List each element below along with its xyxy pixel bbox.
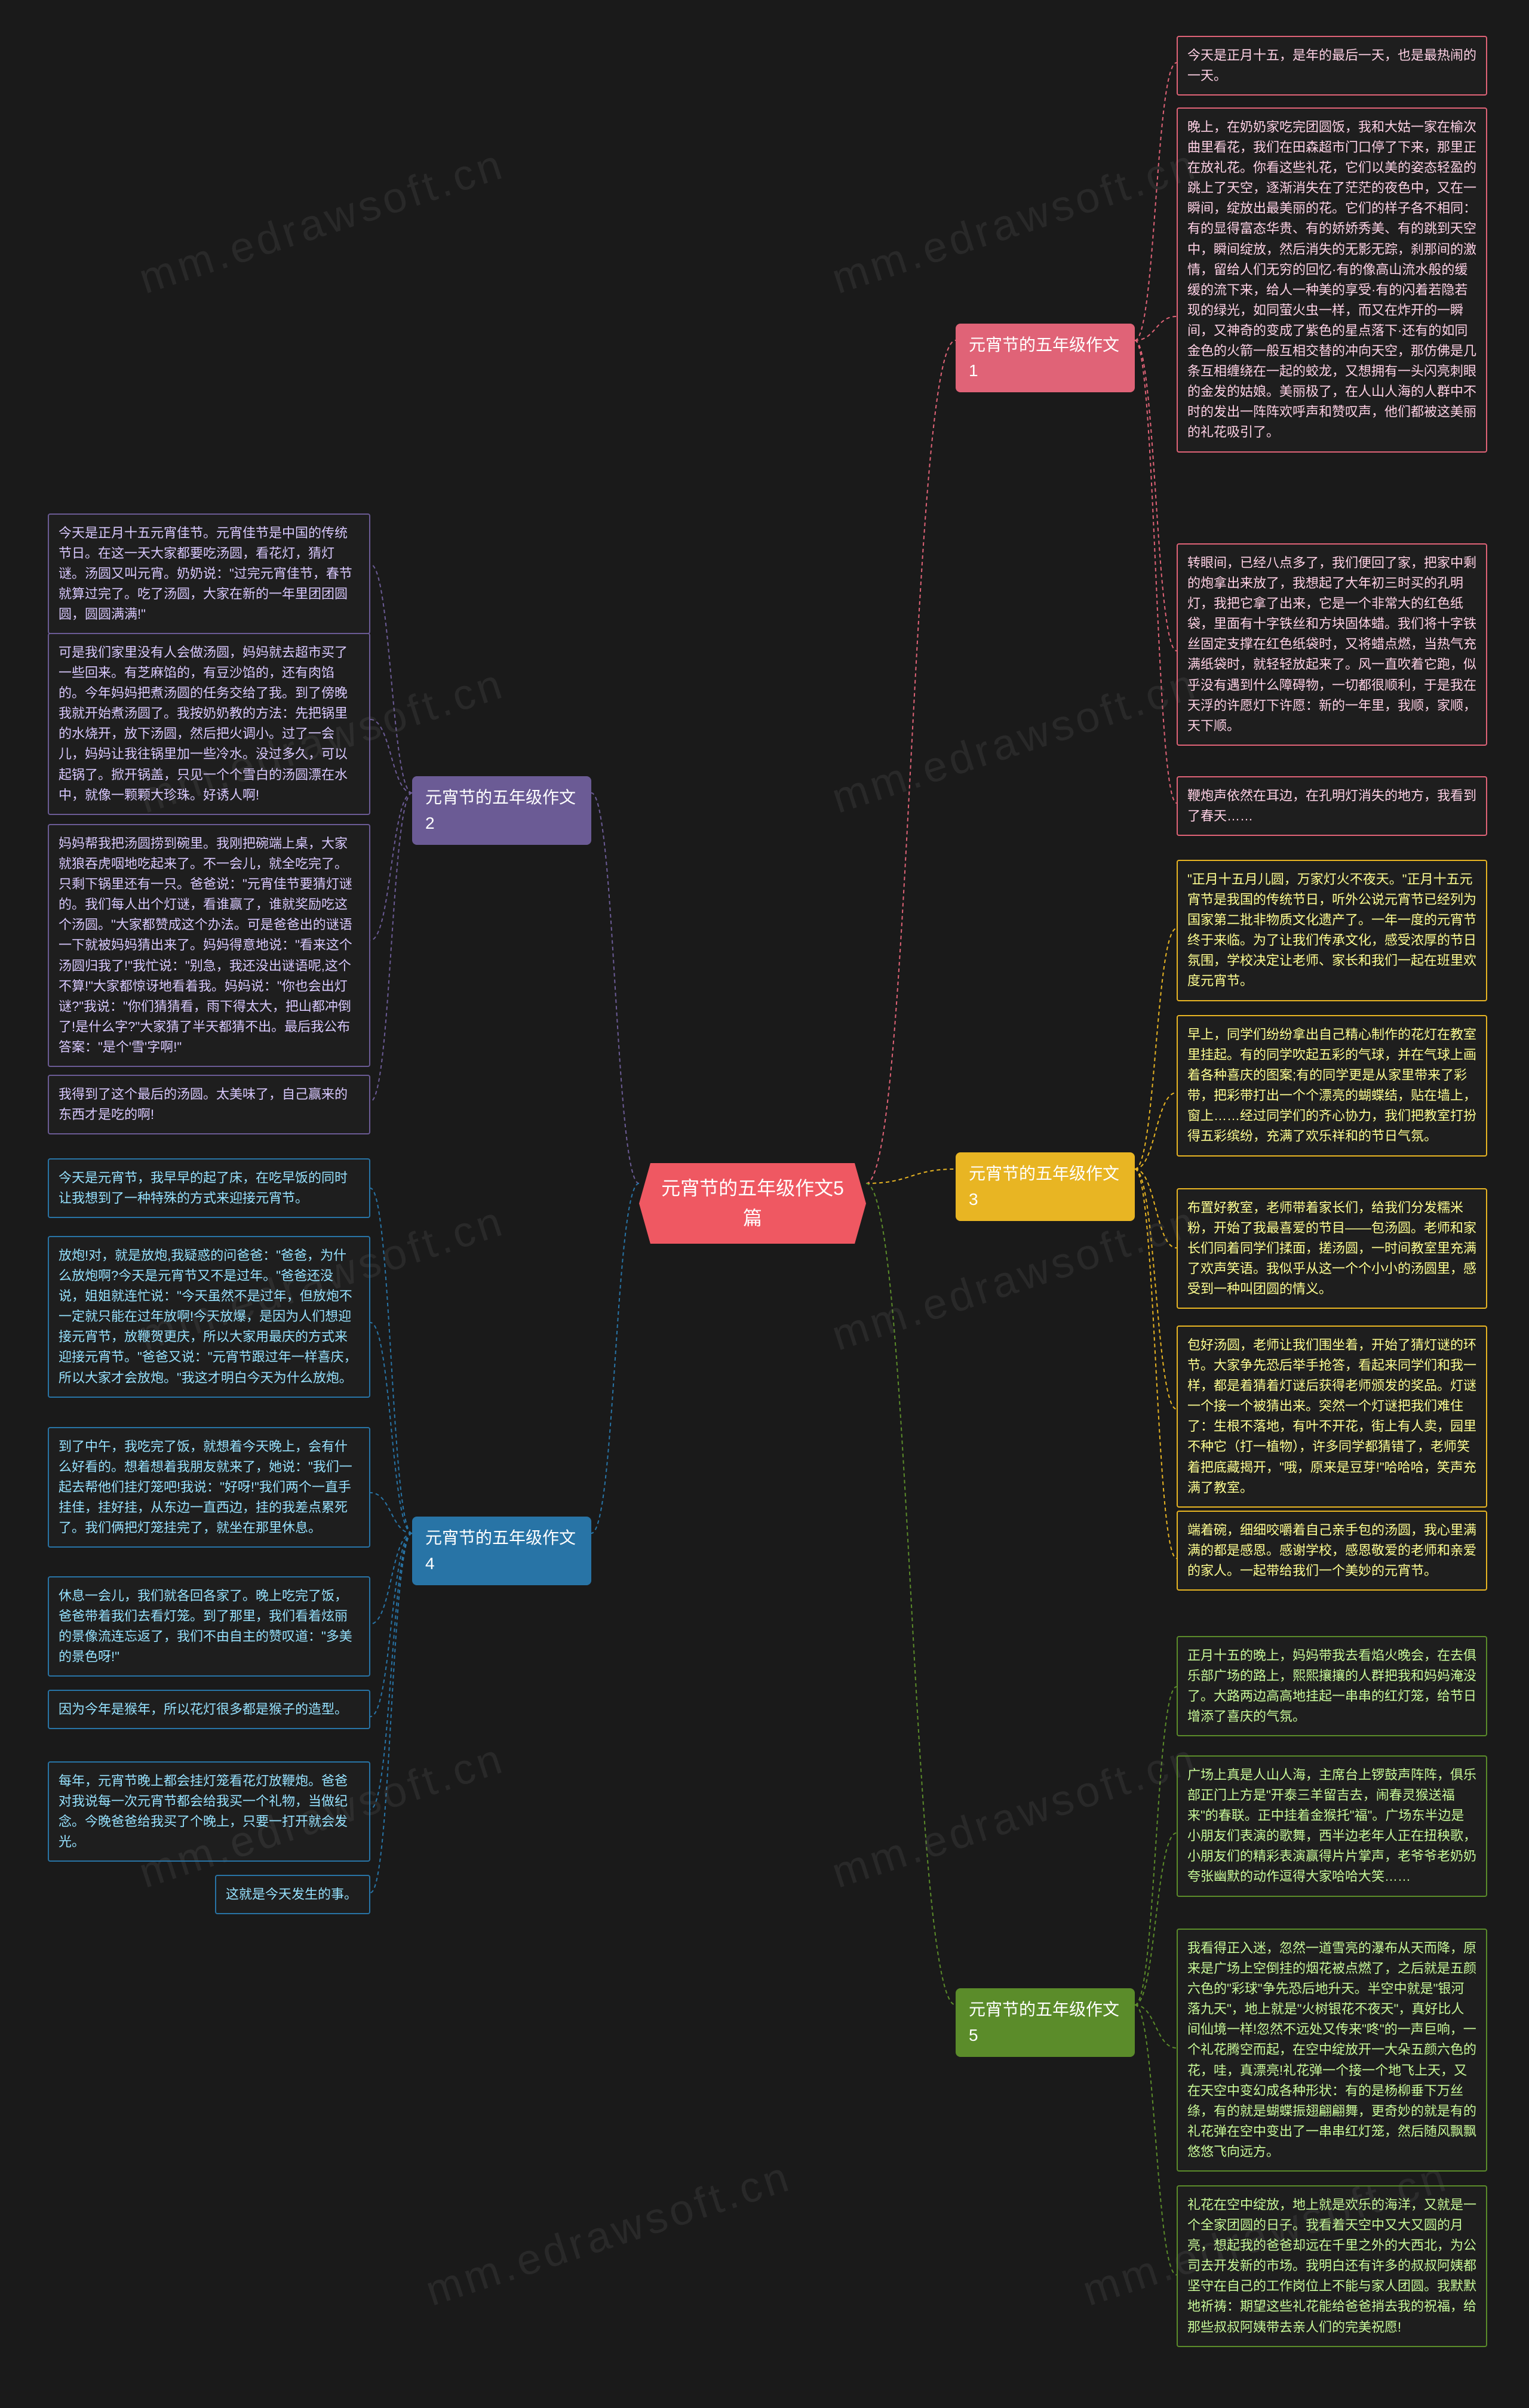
watermark: mm.edrawsoft.cn (826, 659, 1203, 823)
leaf-1-4: 鞭炮声依然在耳边，在孔明灯消失的地方，我看到了春天…… (1177, 776, 1487, 836)
leaf-3-3: 布置好教室，老师带着家长们，给我们分发糯米粉，开始了我最喜爱的节目——包汤圆。老… (1177, 1188, 1487, 1309)
leaf-1-1: 今天是正月十五，是年的最后一天，也是最热闹的一天。 (1177, 36, 1487, 96)
watermark: mm.edrawsoft.cn (420, 2151, 797, 2315)
leaf-3-4: 包好汤圆，老师让我们围坐着，开始了猜灯谜的环节。大家争先恐后举手抢答，看起来同学… (1177, 1326, 1487, 1508)
leaf-5-1: 正月十五的晚上，妈妈带我去看焰火晚会，在去俱乐部广场的路上，熙熙攘攘的人群把我和… (1177, 1636, 1487, 1736)
branch-4: 元宵节的五年级作文4 (412, 1517, 591, 1585)
leaf-4-5: 因为今年是猴年，所以花灯很多都是猴子的造型。 (48, 1690, 370, 1729)
leaf-4-6: 每年，元宵节晚上都会挂灯笼看花灯放鞭炮。爸爸对我说每一次元宵节都会给我买一个礼物… (48, 1761, 370, 1862)
leaf-4-4: 休息一会儿，我们就各回各家了。晚上吃完了饭，爸爸带着我们去看灯笼。到了那里，我们… (48, 1576, 370, 1677)
root-node: 元宵节的五年级作文5篇 (639, 1163, 866, 1244)
leaf-1-2: 晚上，在奶奶家吃完团圆饭，我和大姑一家在榆次曲里看花，我们在田森超市门口停了下来… (1177, 107, 1487, 453)
leaf-2-1: 今天是正月十五元宵佳节。元宵佳节是中国的传统节日。在这一天大家都要吃汤圆，看花灯… (48, 513, 370, 634)
leaf-1-3: 转眼间，已经八点多了，我们便回了家，把家中剩的炮拿出来放了，我想起了大年初三时买… (1177, 543, 1487, 746)
leaf-2-3: 妈妈帮我把汤圆捞到碗里。我刚把碗端上桌，大家就狼吞虎咽地吃起来了。不一会儿，就全… (48, 824, 370, 1067)
leaf-4-7: 这就是今天发生的事。 (215, 1875, 370, 1914)
leaf-4-3: 到了中午，我吃完了饭，就想着今天晚上，会有什么好看的。想着想着我朋友就来了，她说… (48, 1427, 370, 1548)
leaf-4-1: 今天是元宵节，我早早的起了床，在吃早饭的同时让我想到了一种特殊的方式来迎接元宵节… (48, 1158, 370, 1218)
branch-3: 元宵节的五年级作文3 (956, 1152, 1135, 1221)
watermark: mm.edrawsoft.cn (826, 139, 1203, 303)
leaf-5-4: 礼花在空中绽放，地上就是欢乐的海洋，又就是一个全家团圆的日子。我看着天空中又大又… (1177, 2185, 1487, 2347)
leaf-3-2: 早上，同学们纷纷拿出自己精心制作的花灯在教室里挂起。有的同学吹起五彩的气球，并在… (1177, 1015, 1487, 1157)
leaf-3-1: "正月十五月儿圆，万家灯火不夜天。"正月十五元宵节是我国的传统节日，听外公说元宵… (1177, 860, 1487, 1001)
leaf-2-2: 可是我们家里没有人会做汤圆，妈妈就去超市买了一些回来。有芝麻馅的，有豆沙馅的，还… (48, 633, 370, 815)
leaf-5-2: 广场上真是人山人海，主席台上锣鼓声阵阵，俱乐部正门上方是"开泰三羊留吉去，闹春灵… (1177, 1755, 1487, 1897)
watermark: mm.edrawsoft.cn (133, 139, 511, 303)
branch-5: 元宵节的五年级作文5 (956, 1988, 1135, 2057)
branch-1: 元宵节的五年级作文1 (956, 324, 1135, 392)
branch-2: 元宵节的五年级作文2 (412, 776, 591, 845)
leaf-2-4: 我得到了这个最后的汤圆。太美味了，自己赢来的东西才是吃的啊! (48, 1075, 370, 1134)
watermark: mm.edrawsoft.cn (826, 1733, 1203, 1898)
leaf-4-2: 放炮!对，就是放炮,我疑惑的问爸爸："爸爸，为什么放炮啊?今天是元宵节又不是过年… (48, 1236, 370, 1398)
leaf-3-5: 端着碗，细细咬嚼着自己亲手包的汤圆，我心里满满的都是感恩。感谢学校，感恩敬爱的老… (1177, 1511, 1487, 1591)
leaf-5-3: 我看得正入迷，忽然一道雪亮的瀑布从天而降，原来是广场上空倒挂的烟花被点燃了，之后… (1177, 1929, 1487, 2172)
